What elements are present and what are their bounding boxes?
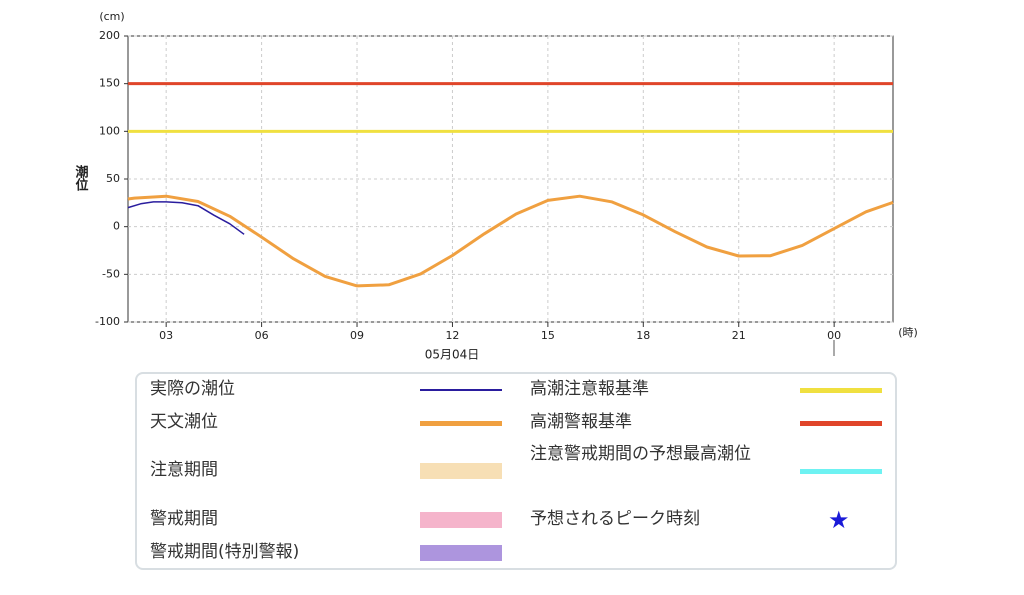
x-tick-label: 12	[445, 329, 459, 342]
y-tick-label: 50	[106, 172, 120, 185]
legend-label: 注意期間	[150, 460, 218, 480]
legend-label: 高潮警報基準	[530, 412, 632, 432]
legend-line	[800, 388, 882, 393]
y-tick-label: 150	[99, 77, 120, 90]
x-tick-label: 00	[827, 329, 841, 342]
y-tick-label: 200	[99, 29, 120, 42]
x-tick-label: 21	[732, 329, 746, 342]
legend-line	[420, 389, 502, 391]
legend-label: 予想されるピーク時刻	[530, 509, 700, 529]
y-unit: (cm)	[99, 10, 124, 23]
legend-band	[420, 545, 502, 561]
legend-band	[420, 463, 502, 479]
legend-label: 天文潮位	[150, 412, 218, 432]
legend-label: 警戒期間(特別警報)	[150, 542, 300, 562]
x-tick-label: 18	[636, 329, 650, 342]
legend-star: ★	[828, 506, 850, 534]
y-tick-label: -100	[95, 315, 120, 328]
x-tick-label: 15	[541, 329, 555, 342]
chart: (cm) 潮位 (時) 05月04日 -100 -50 0 50 100 150 200 03…	[73, 10, 918, 362]
series-line	[127, 201, 245, 235]
legend-line	[800, 469, 882, 474]
x-tick-label: 03	[159, 329, 173, 342]
legend-line	[800, 421, 882, 426]
legend-band	[420, 512, 502, 528]
series-line	[127, 194, 894, 288]
legend-label: 実際の潮位	[150, 379, 235, 399]
legend-label: 警戒期間	[150, 509, 218, 529]
legend-label: 注意警戒期間の予想最高潮位	[530, 444, 751, 464]
x-tick-label: 06	[255, 329, 269, 342]
y-label: 潮位	[73, 164, 89, 192]
legend: 実際の潮位天文潮位注意期間警戒期間警戒期間(特別警報) 高潮注意報基準 高潮警報基準…	[135, 372, 897, 570]
date-label: 05月04日	[425, 348, 480, 362]
x-tick-label: 09	[350, 329, 364, 342]
y-tick-label: -50	[102, 267, 120, 280]
legend-label: 高潮注意報基準	[530, 379, 649, 399]
y-tick-label: 100	[99, 124, 120, 137]
y-tick-label: 0	[113, 220, 120, 233]
x-unit: (時)	[898, 326, 918, 339]
legend-line	[420, 421, 502, 426]
